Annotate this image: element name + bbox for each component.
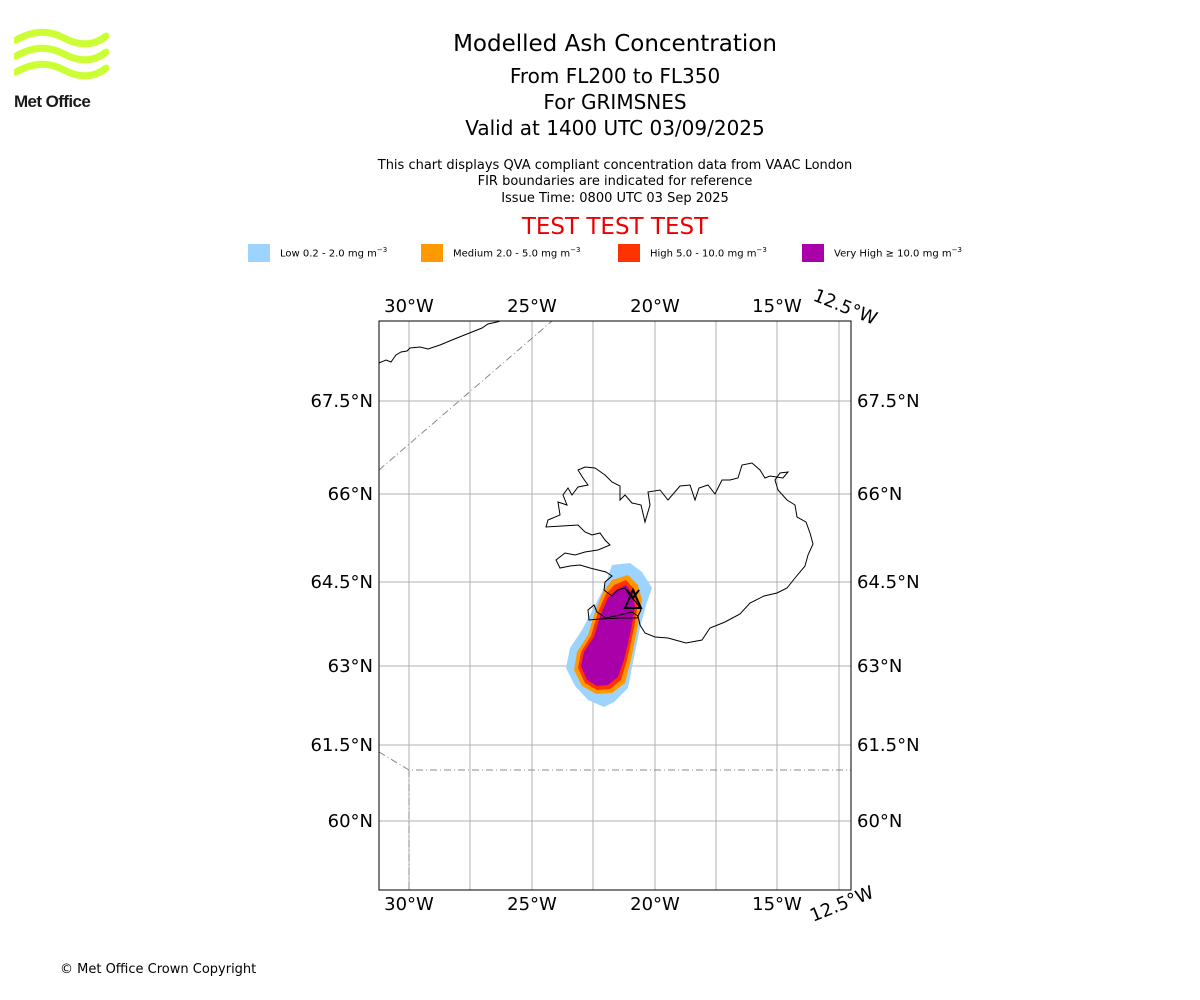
ash-medium-region — [574, 575, 642, 694]
legend-swatch-very-high — [802, 244, 824, 262]
legend-unit-exponent: −3 — [756, 246, 767, 254]
lon-label-top-15w: 15°W — [752, 296, 802, 317]
lon-label-bottom-25w: 25°W — [507, 894, 557, 915]
flight-level-subtitle: From FL200 to FL350 — [509, 64, 721, 88]
lat-label-left-66n: 66°N — [328, 484, 373, 505]
lat-label-right-66n: 66°N — [857, 484, 902, 505]
lat-label-right-64-5n: 64.5°N — [857, 572, 920, 593]
note-issue-time: Issue Time: 0800 UTC 03 Sep 2025 — [501, 191, 729, 206]
lat-label-left-61-5n: 61.5°N — [310, 735, 373, 756]
lon-label-top-20w: 20°W — [630, 296, 680, 317]
lat-label-right-61-5n: 61.5°N — [857, 735, 920, 756]
ash-very-high-region — [581, 585, 635, 686]
lon-label-top-12-5w: 12.5°W — [810, 285, 880, 330]
legend-swatch-low — [248, 244, 270, 262]
test-banner: TEST TEST TEST — [521, 214, 709, 240]
volcano-icon — [623, 587, 643, 609]
greenland-coastline — [378, 320, 501, 364]
fir-boundaries — [378, 320, 851, 890]
lon-label-bottom-20w: 20°W — [630, 894, 680, 915]
legend-label-low: Low 0.2 - 2.0 mg m — [280, 248, 377, 260]
legend-swatch-high — [618, 244, 640, 262]
tick-labels: 30°W 25°W 20°W 15°W 12.5°W 30°W 25°W 20°… — [310, 285, 919, 926]
graticule — [379, 321, 851, 890]
legend-unit-exponent: −3 — [376, 246, 388, 254]
legend-label-very-high: Very High ≥ 10.0 mg m — [834, 248, 952, 260]
lat-label-left-63n: 63°N — [328, 656, 373, 677]
lat-label-left-67-5n: 67.5°N — [310, 391, 373, 412]
chart-title: Modelled Ash Concentration — [453, 31, 777, 57]
lat-label-right-63n: 63°N — [857, 656, 902, 677]
lon-label-bottom-30w: 30°W — [384, 894, 434, 915]
lon-label-top-30w: 30°W — [384, 296, 434, 317]
copyright-notice: © Met Office Crown Copyright — [60, 962, 257, 977]
lat-label-left-60n: 60°N — [328, 811, 373, 832]
lat-label-left-64-5n: 64.5°N — [310, 572, 373, 593]
volcano-subtitle: For GRIMSNES — [543, 90, 687, 114]
lon-label-bottom-12-5w: 12.5°W — [807, 882, 877, 927]
ash-low-region — [566, 563, 652, 707]
legend-label-medium: Medium 2.0 - 5.0 mg m — [453, 248, 571, 260]
met-office-logo — [14, 28, 109, 80]
valid-time-subtitle: Valid at 1400 UTC 03/09/2025 — [465, 116, 765, 140]
iceland-coastline — [545, 462, 814, 644]
ash-high-region — [578, 580, 638, 690]
legend-label-high: High 5.0 - 10.0 mg m — [650, 248, 757, 260]
map-frame — [378, 320, 852, 891]
ash-cloud — [566, 563, 652, 707]
lat-label-right-60n: 60°N — [857, 811, 902, 832]
legend-unit-exponent: −3 — [570, 246, 581, 254]
lon-label-top-25w: 25°W — [507, 296, 557, 317]
logo-text: Met Office — [14, 92, 91, 111]
note-compliance: This chart displays QVA compliant concen… — [377, 158, 853, 173]
legend-unit-exponent: −3 — [951, 246, 962, 254]
lon-label-bottom-15w: 15°W — [752, 894, 802, 915]
legend-swatch-medium — [421, 244, 443, 262]
lat-label-right-67-5n: 67.5°N — [857, 391, 920, 412]
note-fir: FIR boundaries are indicated for referen… — [477, 174, 753, 189]
